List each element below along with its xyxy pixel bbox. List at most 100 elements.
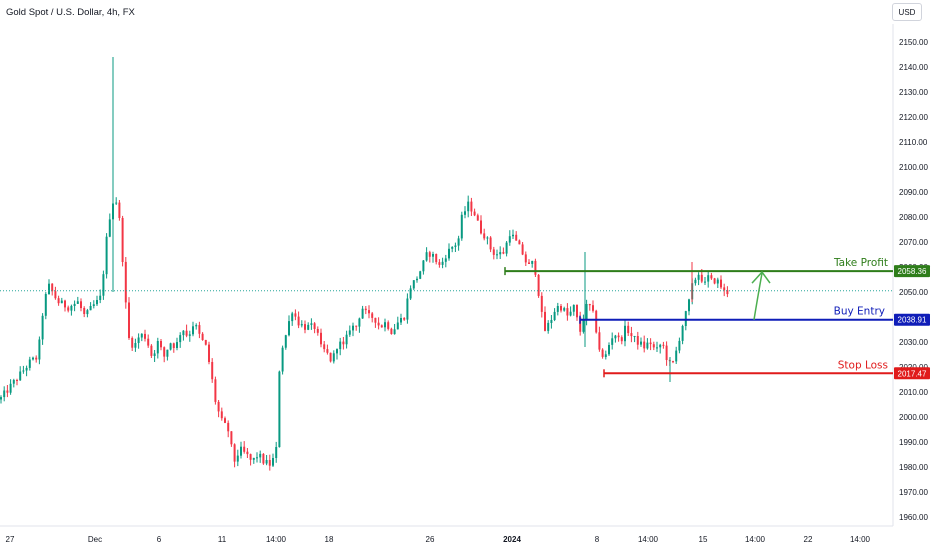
candle-body <box>256 457 258 459</box>
take-profit-price-badge-text: 2058.36 <box>898 267 927 276</box>
take-profit-label: Take Profit <box>833 257 888 269</box>
stop-loss-price-badge-text: 2017.47 <box>898 369 927 378</box>
candle-body <box>291 313 294 322</box>
candle-body <box>176 342 178 348</box>
candle-body <box>656 347 658 349</box>
candle-body <box>636 336 639 345</box>
candle-body <box>220 411 223 419</box>
candle-body <box>428 252 431 257</box>
candle-body <box>486 237 489 239</box>
buy-entry-price-badge-text: 2038.91 <box>898 316 927 325</box>
candle-body <box>156 341 159 354</box>
candle-body <box>643 341 646 349</box>
price-tick-label: 2130.00 <box>899 88 928 97</box>
candle-body <box>12 380 15 384</box>
candle-body <box>448 248 450 259</box>
candle-body <box>662 344 665 346</box>
candle-body <box>617 335 620 338</box>
price-tick-label: 1980.00 <box>899 463 928 472</box>
candle-body <box>412 280 415 289</box>
price-axis[interactable]: 2150.00 2140.00 2130.00 2120.00 2110.00 2100.… <box>899 38 928 522</box>
candle-body <box>672 361 674 363</box>
time-axis[interactable]: 27 Dec 6 11 14:00 18 26 2024 8 14:00 15 14:00 22 14:0… <box>6 535 871 544</box>
price-tick-label: 1960.00 <box>899 513 928 522</box>
price-tick-label: 1990.00 <box>899 438 928 447</box>
candle-body <box>697 274 700 280</box>
candle-body <box>272 458 274 466</box>
candle-body <box>342 341 345 345</box>
target-arrowhead <box>751 270 771 284</box>
candle-body <box>582 319 585 332</box>
candle-body <box>48 283 50 295</box>
candle-body <box>531 260 534 264</box>
candle-body <box>441 261 444 265</box>
candle-body <box>25 367 28 371</box>
candle-body <box>124 261 127 303</box>
candle-body <box>380 325 383 328</box>
candle-body <box>153 353 156 356</box>
candle-body <box>227 422 230 432</box>
candle-body <box>659 344 662 348</box>
candle-body <box>432 254 434 257</box>
candle-body <box>726 290 729 295</box>
candle-body <box>425 252 428 261</box>
candle-body <box>387 322 390 329</box>
candle-body <box>716 279 719 284</box>
stop-loss-label: Stop Loss <box>838 359 888 371</box>
time-tick-label: 14:00 <box>745 535 766 544</box>
candle-body <box>54 291 57 299</box>
candle-body <box>454 245 457 247</box>
candle-body <box>246 451 249 455</box>
candle-body <box>569 311 572 316</box>
candle-body <box>470 201 473 212</box>
candle-body <box>572 305 575 312</box>
candle-body <box>35 357 38 360</box>
candle-body <box>294 313 297 317</box>
candle-body <box>364 308 367 311</box>
candle-body <box>624 325 626 342</box>
candle-body <box>329 352 332 362</box>
candle-body <box>192 326 194 335</box>
candle-body <box>579 317 582 332</box>
candle-body <box>252 457 255 460</box>
candle-body <box>147 338 150 346</box>
candle-body <box>377 322 380 326</box>
candle-body <box>44 294 47 316</box>
candle-body <box>262 453 265 464</box>
candle-body <box>150 345 153 356</box>
candle-body <box>310 323 313 325</box>
candle-body <box>419 271 422 279</box>
candle-body <box>710 275 713 279</box>
candle-body <box>361 308 364 319</box>
candle-body <box>118 202 121 218</box>
price-tick-label: 2070.00 <box>899 238 928 247</box>
candle-body <box>409 288 412 299</box>
candle-body <box>214 379 217 402</box>
buy-entry-label: Buy Entry <box>834 306 885 318</box>
candle-body <box>243 446 246 452</box>
currency-button[interactable]: USD <box>892 3 922 21</box>
time-tick-label: 14:00 <box>266 535 287 544</box>
candle-body <box>57 298 60 304</box>
candle-body <box>512 234 514 237</box>
price-tick-label: 2150.00 <box>899 38 928 47</box>
candle-body <box>140 333 143 338</box>
candle-body <box>240 446 242 456</box>
candle-body <box>28 359 31 368</box>
candle-body <box>172 343 175 348</box>
candle-body <box>476 215 479 221</box>
candle-body <box>70 305 73 311</box>
time-tick-label: 15 <box>699 535 708 544</box>
candle-body <box>60 300 63 304</box>
candle-body <box>198 325 201 334</box>
candle-body <box>76 301 79 304</box>
candle-body <box>32 357 34 360</box>
candle-body <box>620 337 623 342</box>
time-tick-label: 14:00 <box>638 535 659 544</box>
candle-body <box>224 418 226 423</box>
candle-body <box>41 315 44 340</box>
price-tick-label: 2050.00 <box>899 288 928 297</box>
candle-body <box>185 330 188 336</box>
candle-body <box>19 371 22 381</box>
